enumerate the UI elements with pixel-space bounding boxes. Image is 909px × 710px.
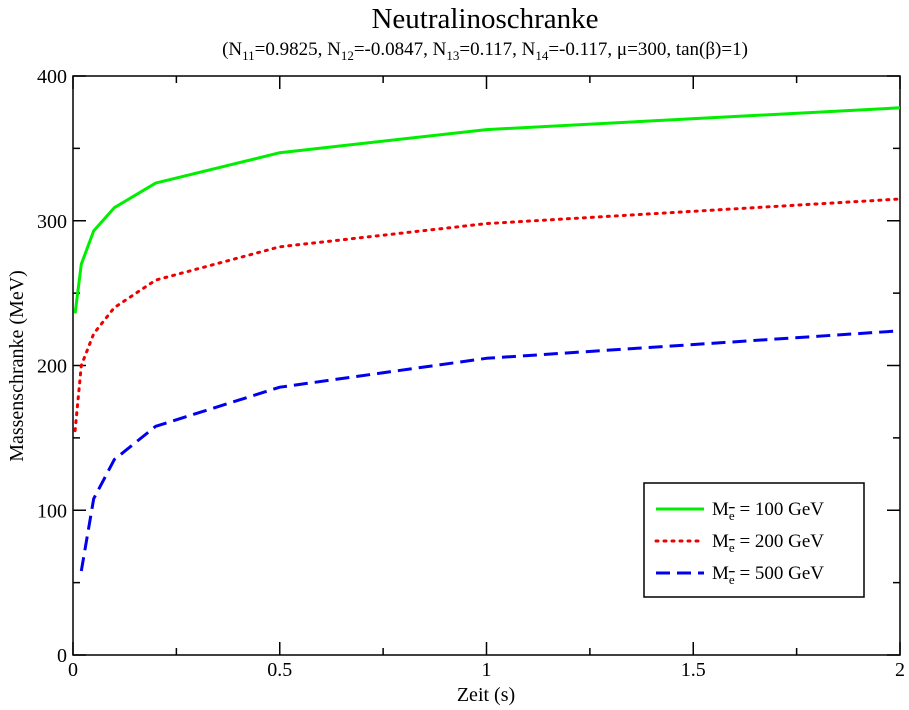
y-tick-label: 0 [57, 645, 67, 667]
y-tick-label: 400 [37, 66, 67, 88]
chart-subtitle: (N11=0.9825, N12=-0.0847, N13=0.117, N14… [222, 39, 748, 63]
subtitle-part: =0.117, N [459, 39, 535, 60]
legend-label-1: Me = 100 GeV [712, 499, 824, 523]
subtitle-part: =0.9825, N [255, 39, 341, 60]
y-tick-label: 300 [37, 211, 67, 233]
subtitle-part: (N [222, 39, 242, 60]
y-tick-label: 200 [37, 356, 67, 378]
x-axis-label: Zeit (s) [457, 684, 515, 706]
x-tick-label: 0 [68, 659, 78, 681]
x-tick-label: 1 [482, 659, 492, 681]
series-group [73, 106, 902, 572]
subtitle-part: 12 [341, 48, 354, 63]
x-tick-label: 0.5 [267, 659, 292, 681]
subtitle-part: 13 [446, 48, 459, 63]
legend-label-2: Me = 200 GeV [712, 531, 824, 555]
chart-title: Neutralinoschranke [371, 3, 598, 35]
x-tick-label: 1.5 [681, 659, 706, 681]
y-tick-label: 100 [37, 500, 67, 522]
axes: 0 0.5 1 1.5 2 0 100 200 300 400 [37, 66, 905, 681]
legend-label-3: Me = 500 GeV [712, 563, 824, 587]
legend: Me = 100 GeV Me = 200 GeV Me = 500 GeV [643, 482, 865, 598]
subtitle-part: 14 [535, 48, 549, 63]
subtitle-part: =-0.0847, N [354, 39, 447, 60]
series-line-1 [73, 106, 901, 314]
series-line-2 [73, 197, 902, 433]
subtitle-part: 11 [242, 48, 255, 63]
y-axis-label: Massenschranke (MeV) [6, 270, 28, 462]
x-tick-label: 2 [895, 659, 905, 681]
series-line-3 [79, 329, 901, 572]
subtitle-part: =-0.117, μ=300, tan(β)=1) [548, 39, 748, 60]
